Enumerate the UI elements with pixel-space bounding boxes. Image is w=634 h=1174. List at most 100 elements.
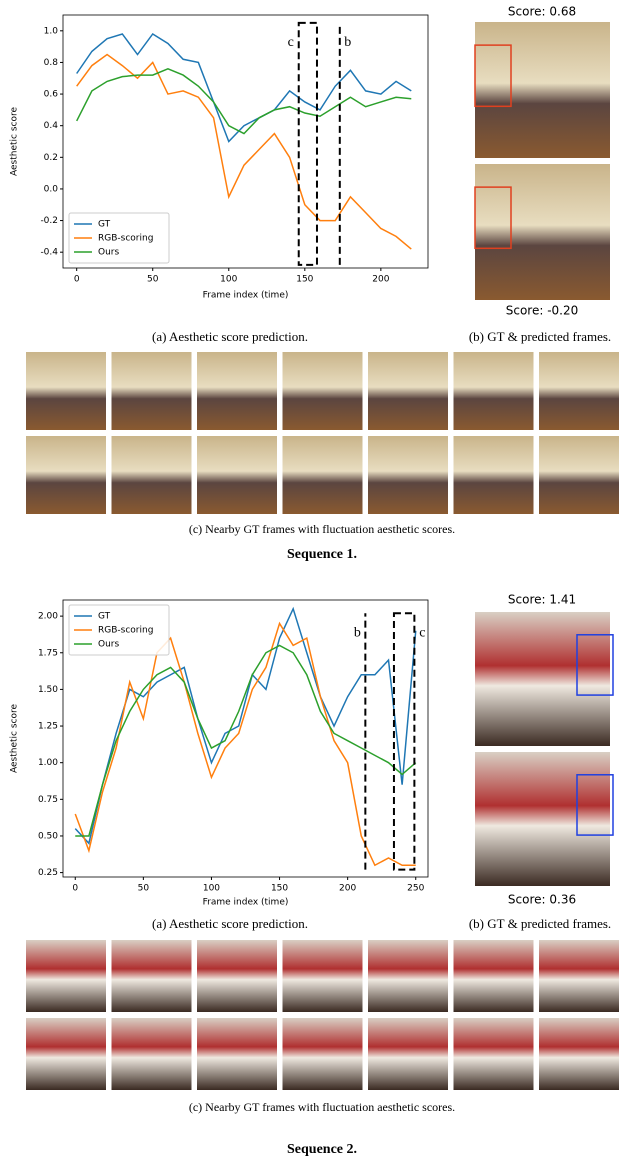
thumbnail bbox=[197, 352, 277, 430]
thumbnail bbox=[26, 436, 106, 514]
caption: (a) Aesthetic score prediction. bbox=[152, 916, 308, 931]
x-tick-label: 50 bbox=[138, 884, 150, 894]
y-tick-label: 0.25 bbox=[38, 868, 58, 878]
y-tick-label: 0.2 bbox=[44, 153, 58, 163]
x-tick-label: 0 bbox=[74, 275, 80, 285]
thumbnail bbox=[111, 940, 192, 1012]
caption: (c) Nearby GT frames with fluctuation ae… bbox=[189, 522, 455, 536]
thumbnail bbox=[111, 1018, 192, 1090]
thumbnail bbox=[282, 1018, 363, 1090]
annotation-label: c bbox=[419, 625, 425, 640]
x-tick-label: 200 bbox=[339, 884, 356, 894]
sequence-label: Sequence 1. bbox=[287, 547, 357, 562]
series-line bbox=[75, 644, 417, 837]
thumbnail bbox=[368, 1018, 448, 1090]
thumbnail bbox=[368, 940, 448, 1012]
frame-image bbox=[475, 22, 610, 158]
highlight-box bbox=[474, 186, 512, 250]
caption: (c) Nearby GT frames with fluctuation ae… bbox=[189, 1100, 455, 1114]
plot-frame bbox=[62, 599, 429, 878]
series-line bbox=[74, 621, 416, 867]
thumbnail bbox=[453, 352, 534, 430]
thumbnail bbox=[453, 1018, 534, 1090]
thumbnail bbox=[282, 436, 363, 514]
caption: (a) Aesthetic score prediction. bbox=[152, 329, 308, 344]
y-tick-label: 0.6 bbox=[44, 90, 59, 100]
y-axis-label: Aesthetic score bbox=[10, 107, 20, 176]
caption: (b) GT & predicted frames. bbox=[469, 916, 611, 931]
y-tick-label: -0.2 bbox=[40, 216, 58, 226]
x-axis-label: Frame index (time) bbox=[203, 291, 289, 301]
thumbnail bbox=[368, 436, 448, 514]
highlight-box bbox=[576, 774, 614, 836]
frame-image bbox=[475, 612, 610, 746]
thumbnail bbox=[453, 436, 534, 514]
y-tick-label: 0.4 bbox=[44, 121, 59, 131]
thumbnail bbox=[282, 940, 363, 1012]
annotation-label: b bbox=[354, 625, 361, 640]
thumbnail bbox=[539, 1018, 619, 1090]
x-tick-label: 100 bbox=[203, 884, 220, 894]
caption: (b) GT & predicted frames. bbox=[469, 329, 611, 344]
thumbnail bbox=[282, 352, 363, 430]
plot-frame bbox=[62, 14, 429, 269]
y-axis-label: Aesthetic score bbox=[10, 704, 20, 773]
y-tick-label: 0.50 bbox=[38, 831, 58, 841]
series-line bbox=[76, 32, 412, 143]
score-label: Score: -0.20 bbox=[506, 304, 579, 318]
series-line bbox=[76, 53, 412, 250]
score-label: Score: 0.36 bbox=[508, 893, 576, 907]
legend-label: Ours bbox=[98, 248, 119, 258]
thumbnail bbox=[453, 940, 534, 1012]
frame-image bbox=[475, 164, 610, 300]
thumbnail bbox=[539, 940, 619, 1012]
thumbnail bbox=[197, 940, 277, 1012]
x-tick-label: 150 bbox=[271, 884, 288, 894]
frame-image bbox=[475, 752, 610, 886]
x-tick-label: 0 bbox=[72, 884, 78, 894]
x-tick-label: 100 bbox=[220, 275, 237, 285]
y-tick-label: -0.4 bbox=[40, 248, 58, 258]
series-line bbox=[74, 606, 417, 845]
legend-label: GT bbox=[98, 220, 111, 230]
y-tick-label: 1.25 bbox=[38, 722, 58, 732]
thumbnail bbox=[26, 1018, 106, 1090]
x-tick-label: 150 bbox=[296, 275, 313, 285]
series-line bbox=[76, 67, 412, 135]
thumbnail bbox=[539, 352, 619, 430]
x-tick-label: 50 bbox=[147, 275, 159, 285]
legend-label: RGB-scoring bbox=[98, 234, 153, 244]
y-tick-label: 1.75 bbox=[38, 648, 58, 658]
legend-box bbox=[68, 604, 170, 656]
y-tick-label: 0.75 bbox=[38, 795, 58, 805]
annotation-label: b bbox=[344, 35, 351, 50]
x-tick-label: 200 bbox=[372, 275, 389, 285]
x-tick-label: 250 bbox=[407, 884, 424, 894]
sequence-label: Sequence 2. bbox=[287, 1142, 357, 1157]
y-tick-label: 0.0 bbox=[44, 184, 59, 194]
y-tick-label: 1.00 bbox=[38, 758, 58, 768]
score-label: Score: 0.68 bbox=[508, 5, 576, 19]
annotation-box bbox=[392, 612, 416, 871]
thumbnail bbox=[197, 436, 277, 514]
thumbnail bbox=[111, 352, 192, 430]
y-tick-label: 2.00 bbox=[38, 612, 58, 622]
legend-label: Ours bbox=[98, 640, 119, 650]
thumbnail bbox=[111, 436, 192, 514]
score-label: Score: 1.41 bbox=[508, 593, 576, 607]
x-axis-label: Frame index (time) bbox=[203, 898, 289, 908]
y-tick-label: 0.8 bbox=[44, 58, 59, 68]
annotation-label: c bbox=[288, 35, 294, 50]
highlight-box bbox=[474, 44, 512, 108]
y-tick-label: 1.50 bbox=[38, 685, 58, 695]
thumbnail bbox=[539, 436, 619, 514]
thumbnail bbox=[197, 1018, 277, 1090]
annotation-box bbox=[297, 21, 318, 266]
legend-box bbox=[68, 212, 170, 264]
thumbnail bbox=[26, 352, 106, 430]
thumbnail bbox=[368, 352, 448, 430]
highlight-box bbox=[576, 634, 614, 696]
legend-label: GT bbox=[98, 612, 111, 622]
